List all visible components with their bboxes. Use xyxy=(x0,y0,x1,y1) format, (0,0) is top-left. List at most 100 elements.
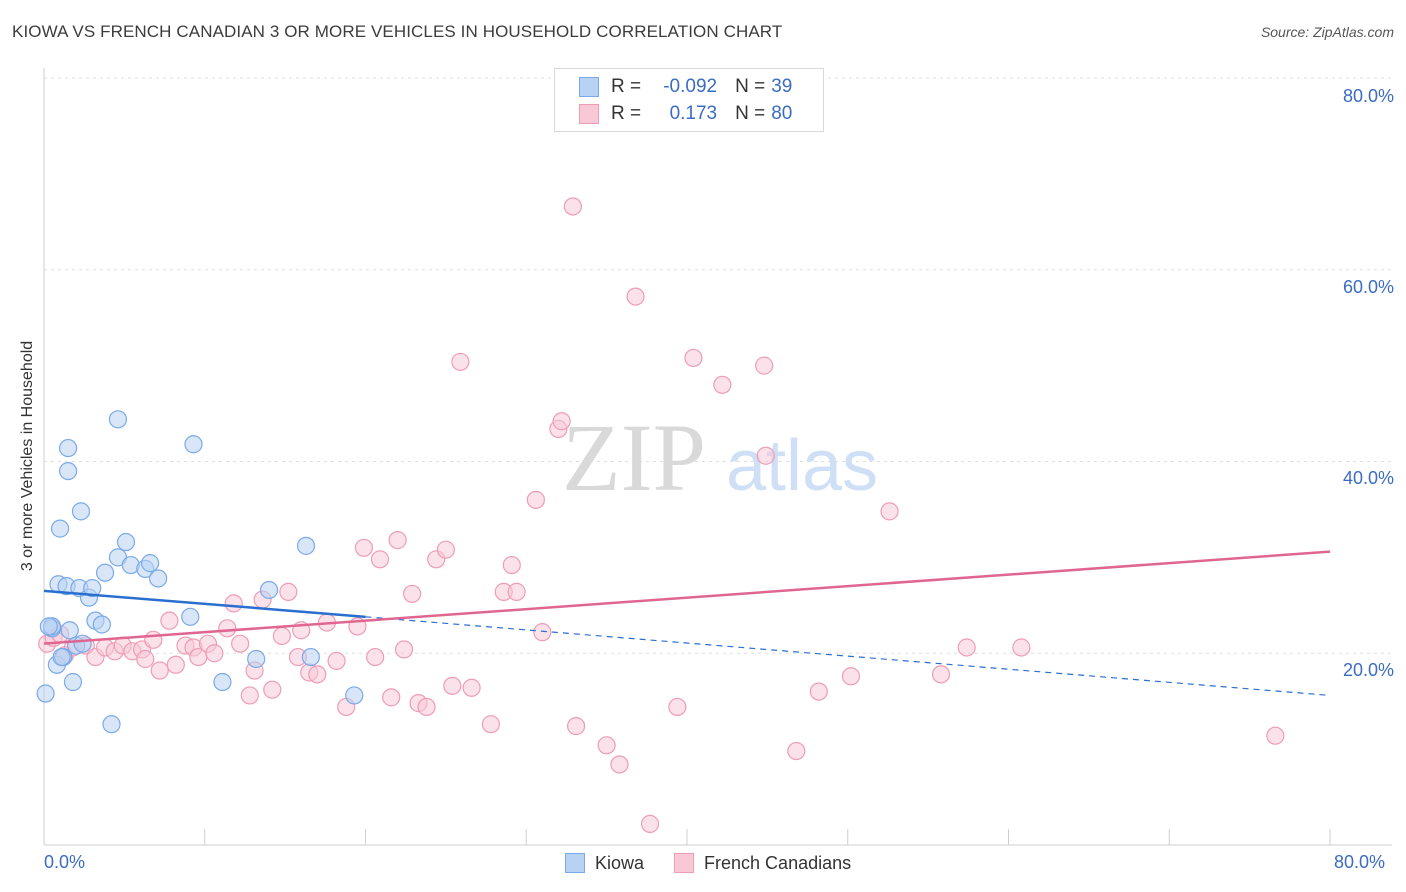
stats-row-kiowa: R = -0.092 N = 39 xyxy=(579,76,799,98)
french-canadians-legend-swatch xyxy=(674,853,695,873)
french-canadians-point xyxy=(382,688,401,707)
series-legend: Kiowa French Canadians xyxy=(565,852,881,874)
kiowa-legend-swatch xyxy=(565,853,585,873)
french-canadians-point xyxy=(308,665,327,684)
french-canadians-point xyxy=(403,584,422,603)
r-value: -0.092 xyxy=(663,76,718,97)
r-label: R = xyxy=(611,103,642,124)
french-canadians-point xyxy=(755,356,774,375)
kiowa-point xyxy=(247,649,266,669)
kiowa-point xyxy=(50,519,70,538)
french-canadians-point xyxy=(388,531,407,550)
kiowa-point xyxy=(149,569,168,588)
french-canadians-point xyxy=(610,755,629,774)
kiowa-point xyxy=(345,686,364,705)
french-canadians-point xyxy=(144,630,163,649)
kiowa-point xyxy=(63,672,83,692)
french-canadians-point xyxy=(502,555,521,575)
legend-item-kiowa: Kiowa xyxy=(565,853,644,874)
french-canadians-point xyxy=(1012,638,1031,657)
kiowa-point xyxy=(108,410,128,429)
french-canadians-point xyxy=(272,626,292,646)
french-canadians-point xyxy=(787,741,806,761)
x-tick-label-min: 0.0% xyxy=(44,852,86,872)
french-canadians-point xyxy=(354,538,373,557)
trend-lines xyxy=(43,550,1331,697)
french-canadians-point xyxy=(626,287,645,306)
grid-lines xyxy=(44,77,1392,654)
y-tick-label-40: 40.0% xyxy=(1342,468,1394,488)
french-canadians-point xyxy=(166,655,185,674)
french-canadians-point xyxy=(841,667,861,686)
french-canadians-point xyxy=(394,640,414,659)
kiowa-point xyxy=(184,435,203,454)
french-canadians-point xyxy=(931,665,951,684)
french-canadians-point xyxy=(417,697,436,717)
french-canadians-points xyxy=(38,197,1285,834)
french-canadians-point xyxy=(263,680,282,699)
kiowa-point xyxy=(71,502,91,521)
kiowa-point xyxy=(116,532,136,552)
chart-source: Source: ZipAtlas.com xyxy=(1260,24,1394,40)
french-canadians-legend-label: French Canadians xyxy=(704,852,852,873)
french-canadians-point xyxy=(366,647,385,667)
kiowa-point xyxy=(296,536,316,555)
legend-item-french-canadians: French Canadians xyxy=(674,853,851,874)
french-canadians-point xyxy=(526,490,545,509)
chart-title: KIOWA VS FRENCH CANADIAN 3 OR MORE VEHIC… xyxy=(12,22,783,41)
french-canadians-point xyxy=(451,352,470,371)
kiowa-point xyxy=(39,617,58,636)
kiowa-trend-line xyxy=(43,589,366,619)
y-tick-label-20: 20.0% xyxy=(1342,660,1394,680)
kiowa-point xyxy=(36,684,55,703)
kiowa-point xyxy=(83,578,102,598)
kiowa-swatch xyxy=(579,77,599,97)
french-canadians-point xyxy=(563,197,582,216)
axes xyxy=(43,68,1392,846)
french-canadians-point xyxy=(443,676,462,695)
french-canadians-point xyxy=(231,634,250,653)
french-canadians-point xyxy=(160,611,179,630)
french-canadians-point xyxy=(150,661,169,680)
french-canadians-point xyxy=(240,686,259,705)
kiowa-legend-label: Kiowa xyxy=(595,852,645,873)
y-tick-label-60: 60.0% xyxy=(1342,277,1394,297)
french-canadians-point xyxy=(713,375,732,394)
n-label: N = xyxy=(735,76,766,97)
french-canadians-point xyxy=(640,814,660,834)
french-canadians-point xyxy=(462,678,481,697)
french-canadians-trend-line xyxy=(43,550,1331,645)
kiowa-point xyxy=(181,607,200,626)
kiowa-point xyxy=(140,554,160,573)
french-canadians-swatch xyxy=(579,104,599,124)
kiowa-point xyxy=(59,461,78,481)
y-tick-label-80: 80.0% xyxy=(1342,86,1394,106)
kiowa-point xyxy=(213,672,232,692)
kiowa-trend-extension xyxy=(365,616,1331,697)
french-canadians-point xyxy=(809,682,828,701)
french-canadians-point xyxy=(597,736,616,755)
kiowa-point xyxy=(60,621,79,640)
n-value: 80 xyxy=(771,103,793,124)
x-tick-marks xyxy=(204,829,1331,845)
n-label: N = xyxy=(735,103,766,124)
french-canadians-point xyxy=(507,582,526,601)
french-canadians-point xyxy=(880,502,899,521)
french-canadians-point xyxy=(136,649,155,669)
french-canadians-point xyxy=(1266,726,1285,745)
french-canadians-point xyxy=(436,540,455,559)
french-canadians-point xyxy=(957,638,976,657)
kiowa-point xyxy=(301,647,320,667)
french-canadians-point xyxy=(566,717,586,736)
french-canadians-point xyxy=(279,582,298,601)
kiowa-points xyxy=(36,410,364,734)
kiowa-point xyxy=(73,634,92,653)
watermark-zip: ZIP xyxy=(562,404,706,511)
kiowa-point xyxy=(259,580,279,600)
french-canadians-point xyxy=(327,651,346,671)
kiowa-point xyxy=(92,615,111,634)
kiowa-point xyxy=(102,715,121,734)
french-canadians-point xyxy=(756,446,775,465)
kiowa-point xyxy=(95,563,115,582)
r-value: 0.173 xyxy=(669,103,718,124)
